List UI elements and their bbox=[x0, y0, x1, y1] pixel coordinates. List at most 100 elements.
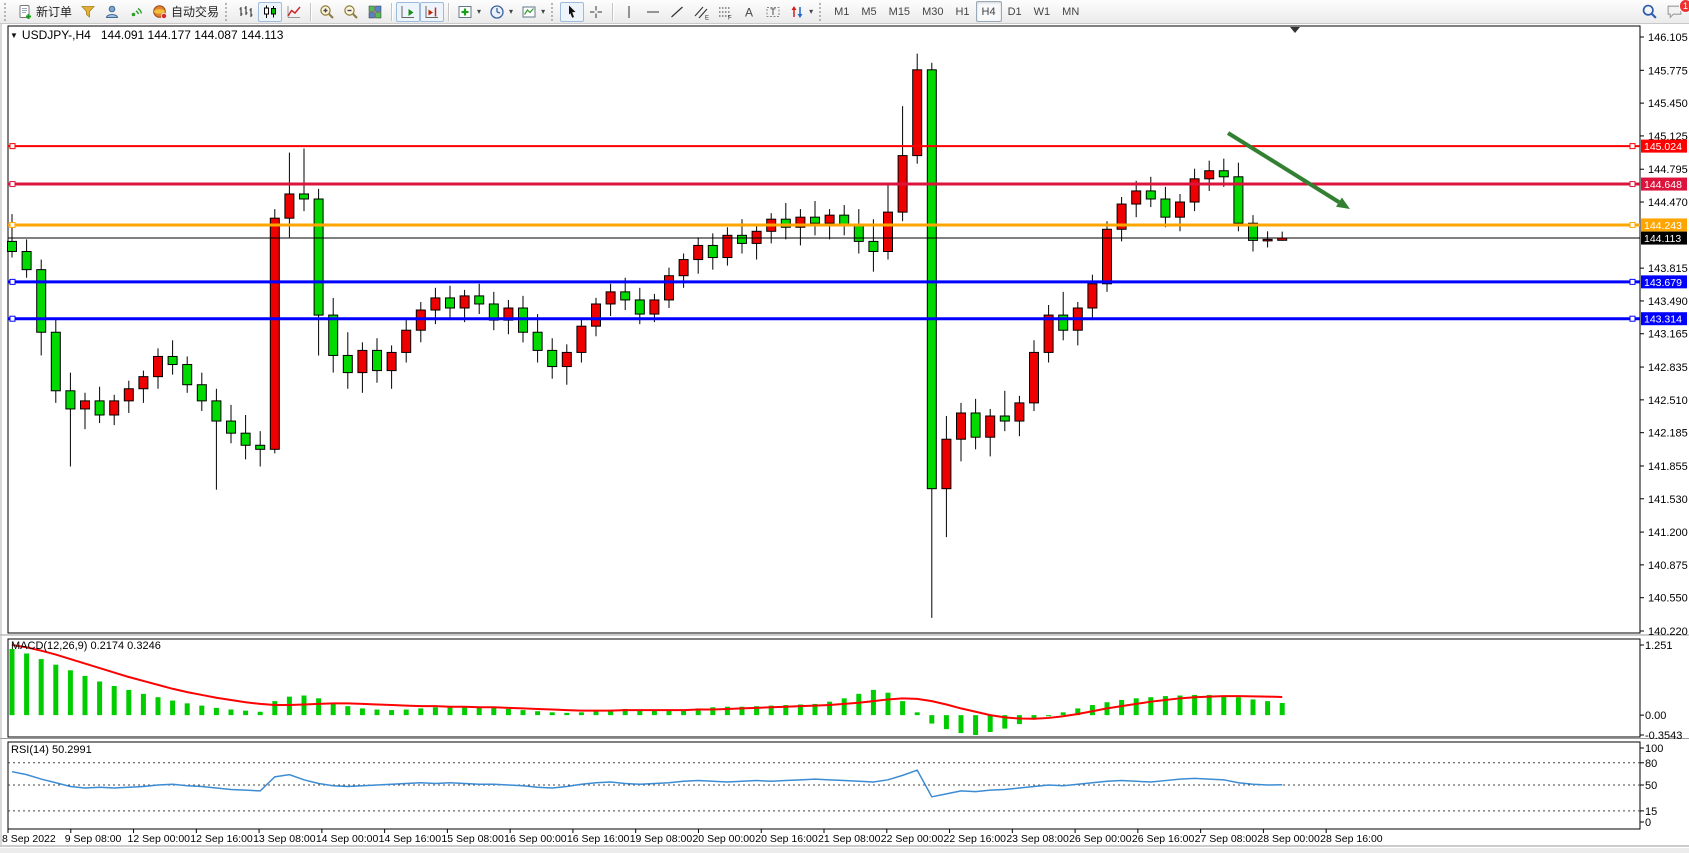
time-axis-label: 22 Sep 00:00 bbox=[881, 833, 944, 845]
periods-button[interactable]: ▾ bbox=[485, 2, 517, 22]
line-chart-mode-button[interactable] bbox=[282, 2, 306, 22]
level-handle[interactable] bbox=[9, 315, 16, 322]
symbol-dropdown-icon[interactable]: ▼ bbox=[10, 31, 18, 40]
dropdown-caret-icon: ▾ bbox=[477, 7, 482, 16]
auto-scroll-button[interactable] bbox=[396, 1, 421, 22]
level-handle[interactable] bbox=[9, 278, 16, 285]
price-axis-tick: 140.220 bbox=[1648, 626, 1688, 638]
tile-windows-button[interactable] bbox=[363, 2, 387, 22]
timeframe-button-H4[interactable]: H4 bbox=[975, 1, 1002, 22]
timeframe-button-M15[interactable]: M15 bbox=[888, 5, 911, 18]
level-handle[interactable] bbox=[9, 221, 16, 228]
timeframe-button-M5[interactable]: M5 bbox=[861, 5, 877, 18]
level-handle[interactable] bbox=[9, 143, 16, 150]
text-tool-button[interactable]: A bbox=[737, 2, 761, 22]
time-axis-label: 20 Sep 00:00 bbox=[692, 833, 755, 845]
fibonacci-tool-button[interactable]: F bbox=[713, 2, 737, 22]
timeframe-button-M30[interactable]: M30 bbox=[922, 5, 944, 18]
notifications-button[interactable]: 1 bbox=[1662, 0, 1689, 22]
vertical-line-tool-button[interactable] bbox=[617, 2, 641, 22]
toolbar-grip[interactable] bbox=[551, 2, 556, 21]
equidistant-channel-tool-button[interactable]: E bbox=[689, 2, 713, 22]
level-handle[interactable] bbox=[1629, 278, 1636, 285]
time-axis-label: 26 Sep 16:00 bbox=[1132, 833, 1195, 845]
level-handle[interactable] bbox=[1629, 315, 1636, 322]
rsi-line bbox=[11, 769, 1283, 798]
new-order-icon bbox=[19, 4, 31, 19]
templates-button[interactable]: ▾ bbox=[517, 2, 549, 22]
search-button[interactable] bbox=[1637, 2, 1662, 22]
auto-trading-icon bbox=[153, 4, 167, 19]
market-watch-button[interactable] bbox=[76, 2, 100, 22]
timeframe-button-MN[interactable]: MN bbox=[1062, 5, 1080, 18]
text-tool-icon: A bbox=[745, 5, 753, 19]
clock-icon bbox=[490, 4, 504, 19]
level-handle[interactable] bbox=[1629, 221, 1636, 228]
time-axis-label: 12 Sep 00:00 bbox=[128, 833, 191, 845]
chart-shift-button[interactable] bbox=[420, 1, 445, 22]
level-price-tag-text: 145.024 bbox=[1644, 141, 1682, 153]
level-price-tag bbox=[1641, 312, 1687, 326]
level-price-tag bbox=[1641, 275, 1687, 289]
bar-chart-mode-button[interactable] bbox=[234, 2, 258, 22]
level-price-tag-text: 143.314 bbox=[1644, 314, 1682, 326]
accounts-button[interactable] bbox=[100, 2, 124, 22]
new-order-label: 新订单 bbox=[36, 5, 73, 19]
level-handle[interactable] bbox=[9, 181, 16, 188]
toolbar-grip[interactable] bbox=[225, 2, 230, 21]
indicators-icon bbox=[458, 5, 472, 18]
toolbar-separator bbox=[310, 2, 312, 21]
toolbar-grip[interactable] bbox=[819, 2, 824, 21]
level-price-tag bbox=[1641, 177, 1687, 191]
horizontal-line-tool-button[interactable] bbox=[641, 2, 665, 22]
macd-axis-tick: 1.251 bbox=[1645, 640, 1673, 652]
time-axis-label: 28 Sep 16:00 bbox=[1320, 833, 1383, 845]
zoom-out-button[interactable] bbox=[339, 2, 363, 22]
new-order-button[interactable]: 新订单 bbox=[13, 2, 76, 22]
zoom-in-button[interactable] bbox=[315, 2, 339, 22]
timeframe-button-M1[interactable]: M1 bbox=[834, 5, 850, 18]
zoom-out-icon bbox=[344, 4, 358, 19]
level-handle[interactable] bbox=[1629, 181, 1636, 188]
price-axis-tick: 140.875 bbox=[1648, 560, 1688, 572]
level-handle[interactable] bbox=[1629, 143, 1636, 150]
dropdown-caret-icon: ▾ bbox=[541, 7, 546, 16]
price-axis-tick: 146.105 bbox=[1648, 32, 1688, 44]
time-axis-label: 27 Sep 08:00 bbox=[1195, 833, 1258, 845]
timeframe-button-H1[interactable]: H1 bbox=[955, 5, 970, 18]
timeframe-button-W1[interactable]: W1 bbox=[1033, 5, 1051, 18]
cursor-tool-button[interactable] bbox=[560, 1, 585, 22]
level-price-tag bbox=[1641, 218, 1687, 232]
time-axis-label: 15 Sep 08:00 bbox=[441, 833, 504, 845]
chart-shift-marker[interactable] bbox=[1290, 27, 1300, 33]
time-axis-label: 14 Sep 16:00 bbox=[379, 833, 442, 845]
crosshair-tool-button[interactable] bbox=[584, 2, 608, 22]
timeframe-button-D1[interactable]: D1 bbox=[1007, 5, 1022, 18]
trendline-tool-button[interactable] bbox=[665, 2, 689, 22]
indicators-button[interactable]: ▾ bbox=[453, 2, 485, 22]
rsi-indicator-label: RSI(14) 50.2991 bbox=[11, 744, 92, 756]
toolbar-grip[interactable] bbox=[4, 2, 9, 21]
price-axis-tick: 141.200 bbox=[1648, 527, 1688, 539]
main-toolbar: 新订单 自动交易 ▾ bbox=[0, 0, 1689, 24]
candle-chart-mode-button[interactable] bbox=[258, 1, 283, 22]
chart-pane[interactable] bbox=[7, 638, 1641, 738]
line-chart-icon bbox=[287, 5, 301, 18]
macd-axis-tick: -0.3543 bbox=[1645, 730, 1682, 742]
user-icon bbox=[105, 5, 119, 18]
trend-arrow-annotation[interactable] bbox=[1226, 131, 1341, 204]
template-icon bbox=[522, 6, 536, 17]
price-axis-tick: 144.470 bbox=[1648, 197, 1688, 209]
chart-title-bar[interactable]: ▼ USDJPY-,H4 144.091 144.177 144.087 144.1… bbox=[10, 28, 283, 42]
signals-button[interactable] bbox=[124, 2, 148, 22]
text-label-tool-button[interactable]: T bbox=[761, 2, 785, 22]
price-axis-tick: 145.450 bbox=[1648, 98, 1688, 110]
macd-axis-tick: 0.00 bbox=[1645, 710, 1666, 722]
time-axis-label: 28 Sep 00:00 bbox=[1257, 833, 1320, 845]
arrows-tool-button[interactable]: ▾ bbox=[785, 2, 817, 22]
chart-pane[interactable] bbox=[7, 25, 1641, 634]
time-axis-label: 22 Sep 16:00 bbox=[944, 833, 1007, 845]
auto-trading-button[interactable]: 自动交易 bbox=[148, 2, 223, 22]
